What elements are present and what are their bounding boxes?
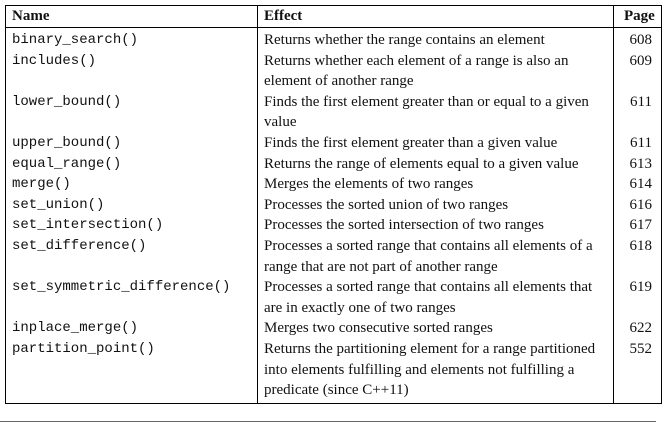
algorithm-effect: Returns the range of elements equal to a… — [257, 153, 614, 175]
algorithm-name: set_intersection() — [5, 215, 258, 236]
table-row: equal_range() Returns the range of eleme… — [5, 153, 662, 175]
algorithm-name: set_difference() — [5, 235, 258, 278]
table-row: set_symmetric_difference() Processes a s… — [5, 277, 662, 319]
algorithm-effect: Processes a sorted range that contains a… — [257, 277, 614, 319]
page-number: 609 — [613, 50, 662, 92]
effect-column-header: Effect — [257, 5, 614, 28]
algorithm-name: set_symmetric_difference() — [5, 277, 258, 319]
algorithm-name: merge() — [5, 174, 258, 195]
algorithm-effect: Finds the first element greater than or … — [257, 91, 614, 133]
table-row: partition_point() Returns the partitioni… — [5, 338, 662, 404]
page-column-header: Page — [613, 5, 662, 28]
page-number: 608 — [613, 27, 662, 51]
algorithm-name: equal_range() — [5, 153, 258, 175]
algorithm-name: binary_search() — [5, 27, 258, 51]
table-row: binary_search() Returns whether the rang… — [5, 27, 662, 51]
name-column-header: Name — [5, 5, 258, 28]
page-number: 618 — [613, 235, 662, 278]
algorithm-effect: Processes the sorted union of two ranges — [257, 194, 614, 216]
table-row: merge() Merges the elements of two range… — [5, 174, 662, 195]
page-number: 552 — [613, 338, 662, 404]
algorithm-name: includes() — [5, 50, 258, 92]
table-row: inplace_merge() Merges two consecutive s… — [5, 318, 662, 339]
algorithm-effect: Returns whether the range contains an el… — [257, 27, 614, 51]
algorithm-effect: Processes the sorted intersection of two… — [257, 215, 614, 236]
algorithm-effect: Merges two consecutive sorted ranges — [257, 318, 614, 339]
page-bottom-rule — [0, 421, 656, 422]
algorithm-name: upper_bound() — [5, 132, 258, 154]
table-row: upper_bound() Finds the first element gr… — [5, 132, 662, 154]
algorithm-name: inplace_merge() — [5, 318, 258, 339]
table-row: includes() Returns whether each element … — [5, 50, 662, 92]
algorithm-effect: Processes a sorted range that contains a… — [257, 235, 614, 278]
page-number: 616 — [613, 194, 662, 216]
page-number: 614 — [613, 174, 662, 195]
sorted-range-algorithms-table: Name Effect Page binary_search() Returns… — [5, 5, 662, 404]
table-row: set_intersection() Processes the sorted … — [5, 215, 662, 236]
algorithm-effect: Returns whether each element of a range … — [257, 50, 614, 92]
table-row: set_difference() Processes a sorted rang… — [5, 235, 662, 278]
algorithm-name: set_union() — [5, 194, 258, 216]
page-number: 619 — [613, 277, 662, 319]
algorithm-table-container: Name Effect Page binary_search() Returns… — [5, 5, 662, 404]
page-number: 622 — [613, 318, 662, 339]
page-number: 611 — [613, 91, 662, 133]
algorithm-name: partition_point() — [5, 338, 258, 404]
algorithm-effect: Finds the first element greater than a g… — [257, 132, 614, 154]
algorithm-effect: Merges the elements of two ranges — [257, 174, 614, 195]
page-number: 617 — [613, 215, 662, 236]
page-number: 613 — [613, 153, 662, 175]
algorithm-effect: Returns the partitioning element for a r… — [257, 338, 614, 404]
page-number: 611 — [613, 132, 662, 154]
table-row: set_union() Processes the sorted union o… — [5, 194, 662, 216]
table-header-row: Name Effect Page — [5, 5, 662, 28]
table-row: lower_bound() Finds the first element gr… — [5, 91, 662, 133]
algorithm-name: lower_bound() — [5, 91, 258, 133]
